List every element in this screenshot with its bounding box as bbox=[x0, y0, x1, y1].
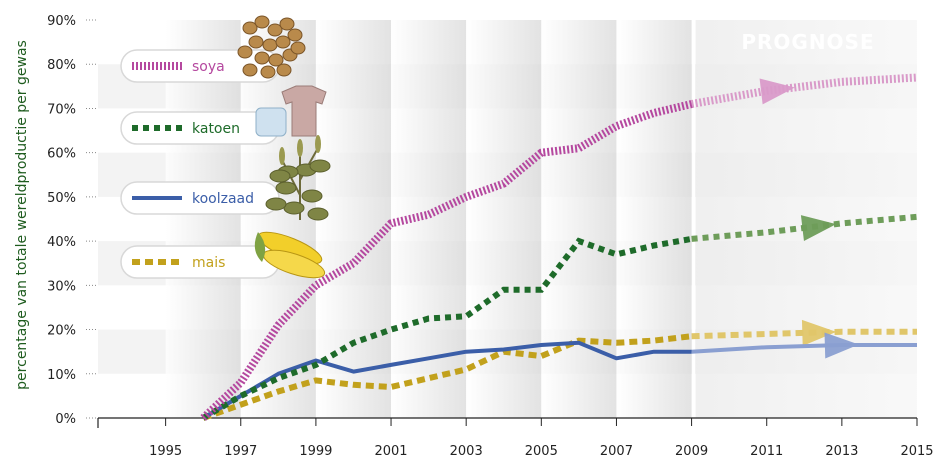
cotton-shirt-icon bbox=[255, 85, 327, 137]
series-mais-forecast bbox=[691, 328, 917, 340]
series-soya-forecast bbox=[690, 73, 918, 108]
plant-leaf bbox=[265, 197, 287, 211]
y-tick-label: 90% bbox=[47, 14, 76, 29]
series-mais-arrow bbox=[801, 319, 837, 346]
y-axis-label: percentage van totale wereldproductie pe… bbox=[14, 40, 30, 390]
soybean bbox=[254, 15, 270, 29]
legend-label-mais: mais bbox=[192, 255, 225, 271]
x-tick-label: 2007 bbox=[600, 444, 633, 459]
corn-husk bbox=[254, 232, 266, 262]
y-tick-label: 20% bbox=[47, 324, 76, 339]
legend-item-mais: mais bbox=[120, 245, 280, 279]
series-soya-line bbox=[200, 100, 693, 421]
series-katoen-line bbox=[201, 235, 693, 421]
legend-label-soya: soya bbox=[192, 59, 225, 75]
soybean bbox=[287, 28, 303, 42]
legend-label-katoen: katoen bbox=[192, 121, 240, 137]
series-lines bbox=[200, 73, 918, 421]
legend: soya katoen koolzaad mais bbox=[120, 15, 331, 279]
x-tick-label: 1995 bbox=[149, 444, 182, 459]
plant-leaf bbox=[307, 207, 329, 221]
soybean bbox=[279, 17, 295, 31]
year-band bbox=[541, 20, 617, 418]
legend-label-koolzaad: koolzaad bbox=[192, 191, 254, 207]
year-band bbox=[315, 20, 392, 418]
year-band bbox=[391, 20, 467, 418]
soybean bbox=[248, 35, 264, 49]
plant-leaf bbox=[269, 169, 291, 183]
y-tick-label: 40% bbox=[47, 235, 76, 250]
x-tick-label: 2013 bbox=[825, 444, 858, 459]
soybean bbox=[267, 23, 283, 37]
soybean bbox=[290, 41, 306, 55]
soybean bbox=[242, 63, 258, 77]
x-tick-label: 2011 bbox=[750, 444, 783, 459]
cotton-box bbox=[255, 107, 287, 137]
x-tick-label: 1999 bbox=[299, 444, 332, 459]
year-band bbox=[466, 20, 542, 418]
soybean bbox=[254, 51, 270, 65]
gridlines bbox=[86, 19, 96, 419]
y-tick-label: 50% bbox=[47, 191, 76, 206]
x-tick-label: 2005 bbox=[525, 444, 558, 459]
plant-leaf bbox=[301, 189, 323, 203]
soybean bbox=[242, 21, 258, 35]
corn-cobs-icon bbox=[254, 231, 326, 279]
plant-flower bbox=[279, 147, 285, 165]
x-tick-label: 2009 bbox=[675, 444, 708, 459]
soybean bbox=[276, 63, 292, 77]
axes: 0% 10% 20% 30% 40% 50% 60% 70% 80% 90% 1995 1997 199… bbox=[47, 14, 933, 459]
soybean bbox=[262, 38, 278, 52]
shirt-shape bbox=[281, 85, 327, 137]
series-mais-line bbox=[202, 333, 692, 421]
x-tick-label: 2001 bbox=[374, 444, 407, 459]
y-tick-label: 70% bbox=[47, 102, 76, 117]
legend-item-soya: soya bbox=[120, 49, 280, 83]
x-tick-label: 1997 bbox=[224, 444, 257, 459]
legend-item-koolzaad: koolzaad bbox=[120, 181, 280, 215]
year-band bbox=[165, 20, 241, 418]
plant-flower bbox=[315, 135, 321, 153]
forecast-label: PROGNOSE bbox=[741, 30, 874, 54]
series-koolzaad-line bbox=[202, 340, 692, 420]
plant-leaf bbox=[275, 181, 297, 195]
plot-background: PROGNOSE bbox=[98, 20, 917, 418]
plant-leaf bbox=[283, 201, 305, 215]
rapeseed-plant-icon bbox=[265, 135, 331, 221]
soybeans-icon bbox=[237, 15, 306, 79]
soybean bbox=[260, 65, 276, 79]
y-tick-label: 0% bbox=[55, 412, 76, 427]
soybean bbox=[275, 35, 291, 49]
x-tick-label: 2003 bbox=[450, 444, 483, 459]
soybean bbox=[237, 45, 253, 59]
series-soya-arrow bbox=[759, 78, 795, 105]
soybean bbox=[268, 53, 284, 67]
y-tick-label: 30% bbox=[47, 279, 76, 294]
series-katoen-arrow bbox=[800, 215, 837, 241]
plant-leaf bbox=[309, 159, 331, 173]
series-koolzaad-arrow bbox=[824, 332, 859, 359]
series-koolzaad-forecast bbox=[691, 343, 917, 354]
y-tick-label: 80% bbox=[47, 58, 76, 73]
legend-item-katoen: katoen bbox=[120, 111, 280, 145]
y-tick-label: 60% bbox=[47, 147, 76, 162]
plant-flower bbox=[297, 139, 303, 157]
x-tick-label: 2015 bbox=[900, 444, 933, 459]
y-tick-label: 10% bbox=[47, 368, 76, 383]
